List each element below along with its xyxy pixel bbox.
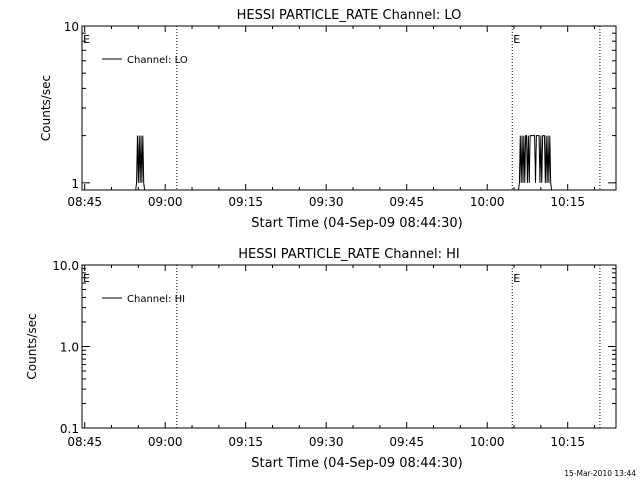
plot-frame bbox=[81, 264, 617, 429]
x-tick-label: 10:15 bbox=[550, 435, 585, 449]
panel-hi: HESSI PARTICLE_RATE Channel: HI 08:45 09:0… bbox=[25, 247, 617, 471]
footer-timestamp: 15-Mar-2010 13:44 bbox=[564, 469, 636, 478]
y-tick-label: 1 bbox=[71, 177, 79, 191]
x-tick-label: 10:00 bbox=[470, 435, 505, 449]
series-line bbox=[82, 135, 616, 191]
event-marker-label: E bbox=[83, 272, 90, 285]
x-tick-label: 09:30 bbox=[309, 435, 344, 449]
x-tick-label: 09:45 bbox=[389, 435, 424, 449]
x-axis-label: Start Time (04-Sep-09 08:44:30) bbox=[251, 456, 462, 471]
x-tick-label: 09:30 bbox=[309, 195, 344, 209]
event-marker-label: E bbox=[513, 33, 520, 46]
y-tick-label: 0.1 bbox=[60, 422, 79, 436]
legend-entry: Channel: HI bbox=[127, 294, 185, 305]
x-tick-label: 09:15 bbox=[228, 435, 263, 449]
x-tick-label: 09:00 bbox=[148, 435, 183, 449]
x-tick-label: 10:15 bbox=[550, 195, 585, 209]
x-tick-label: 09:00 bbox=[148, 195, 183, 209]
x-tick-label: 09:45 bbox=[389, 195, 424, 209]
panel-lo: HESSI PARTICLE_RATE Channel: LO 08:45 09:0… bbox=[39, 8, 617, 231]
event-marker-label: E bbox=[83, 33, 90, 46]
x-tick-label: 08:45 bbox=[67, 435, 102, 449]
y-tick-label: 10.0 bbox=[52, 259, 79, 273]
x-tick-label: 08:45 bbox=[67, 195, 102, 209]
x-axis-label: Start Time (04-Sep-09 08:44:30) bbox=[251, 216, 462, 231]
event-marker-label: E bbox=[513, 272, 520, 285]
legend-entry: Channel: LO bbox=[127, 55, 188, 66]
x-tick-label: 10:00 bbox=[470, 195, 505, 209]
y-axis-label: Counts/sec bbox=[25, 313, 39, 379]
y-tick-label: 1.0 bbox=[60, 341, 79, 355]
y-tick-label: 10 bbox=[64, 20, 79, 34]
y-axis-label: Counts/sec bbox=[39, 75, 53, 141]
x-tick-label: 09:15 bbox=[228, 195, 263, 209]
chart-title: HESSI PARTICLE_RATE Channel: HI bbox=[238, 247, 459, 262]
chart-title: HESSI PARTICLE_RATE Channel: LO bbox=[237, 8, 462, 23]
